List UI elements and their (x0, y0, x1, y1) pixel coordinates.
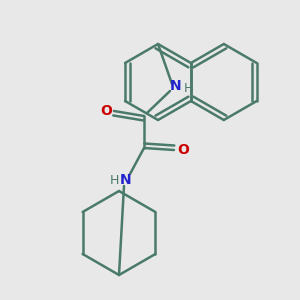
Text: N: N (120, 173, 132, 187)
Text: H: H (183, 82, 193, 94)
Text: O: O (100, 104, 112, 118)
Text: N: N (170, 79, 182, 93)
Text: H: H (109, 173, 119, 187)
Text: O: O (177, 143, 189, 157)
